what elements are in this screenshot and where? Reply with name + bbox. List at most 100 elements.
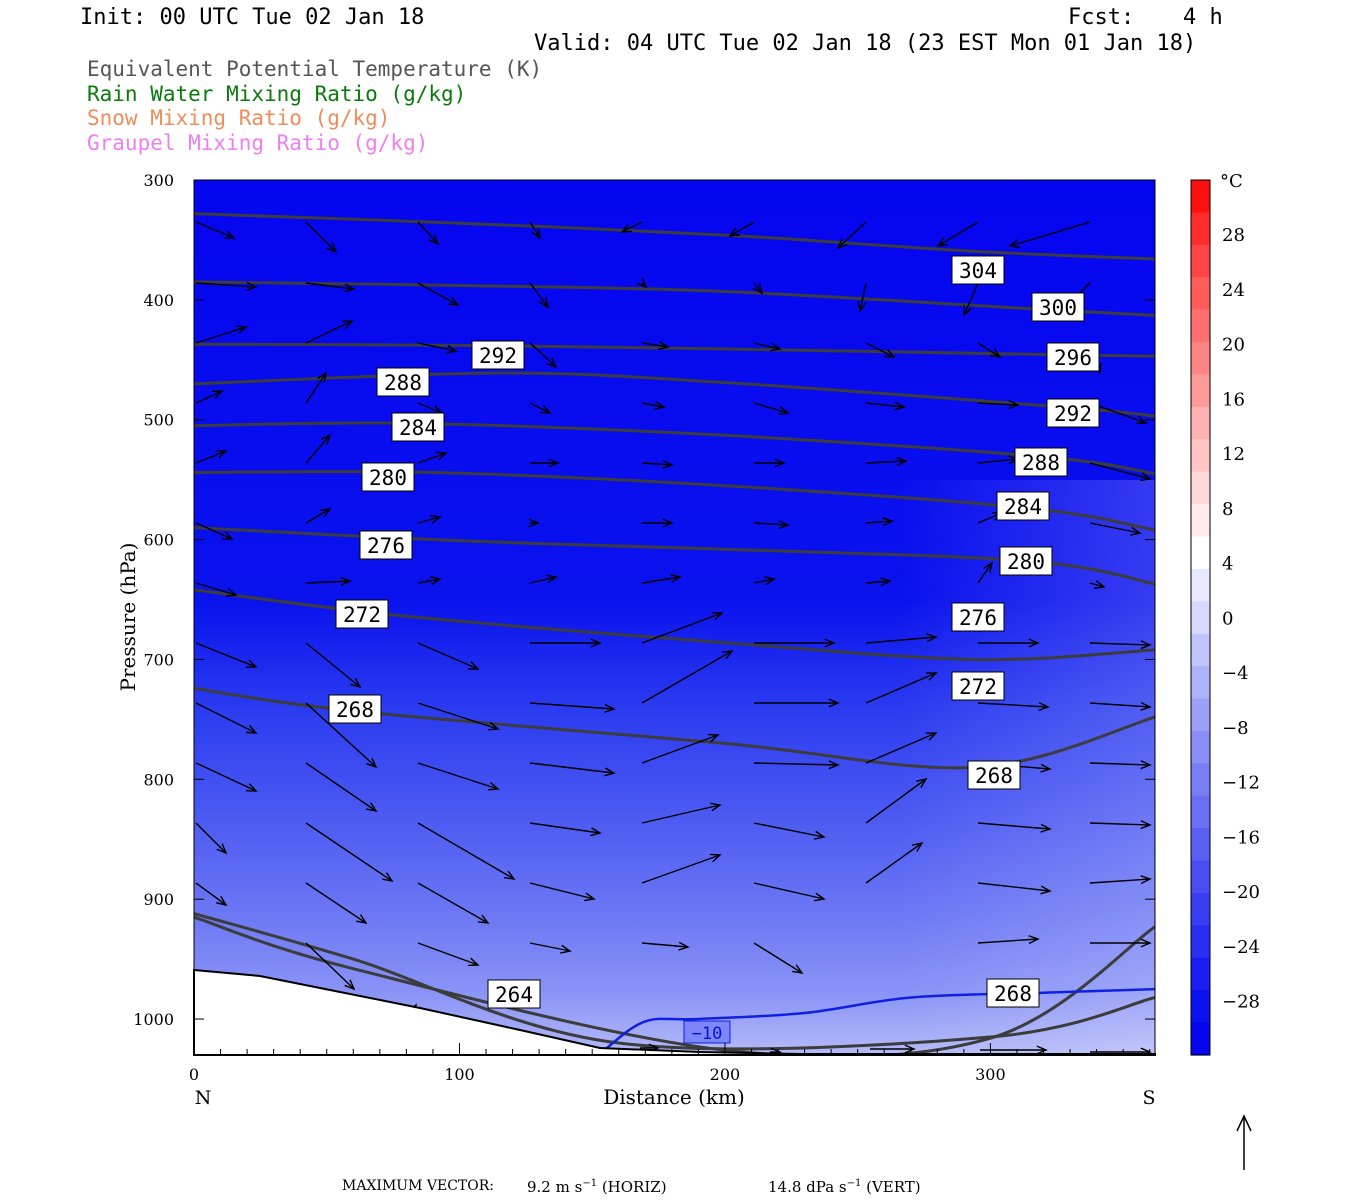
wind-vector [641, 459, 674, 469]
svg-text:292: 292 [479, 344, 517, 368]
svg-text:288: 288 [1022, 451, 1060, 475]
wind-vector [195, 762, 258, 792]
colorbar-label: 28 [1222, 225, 1245, 246]
wind-vector [836, 221, 867, 250]
wind-vector [529, 702, 616, 713]
svg-text:284: 284 [399, 416, 437, 440]
max-vector-label: MAXIMUM VECTOR: [342, 1178, 494, 1194]
wind-vector [529, 574, 558, 584]
wind-vector [865, 777, 928, 824]
wind-vector [529, 342, 558, 369]
wind-vector [195, 450, 228, 464]
wind-vector [305, 702, 378, 769]
colorbar-segment [1191, 406, 1210, 440]
colorbar-label: 4 [1222, 554, 1233, 575]
wind-vector [753, 942, 804, 974]
svg-text:300: 300 [1039, 296, 1077, 320]
cross-section-chart: 3043002962922922882882842842802802762762… [116, 171, 1260, 1170]
wind-vector [963, 282, 979, 317]
colorbar-segment [1191, 244, 1210, 278]
svg-text:268: 268 [994, 982, 1032, 1006]
wind-vector [754, 698, 840, 708]
wind-vector [977, 882, 1052, 895]
wind-vector [936, 221, 979, 247]
wind-vector [1008, 221, 1091, 248]
contour-label: 280 [999, 546, 1053, 576]
wind-vector [728, 221, 755, 237]
colorbar-segment [1191, 212, 1210, 246]
colorbar-label: −28 [1222, 992, 1260, 1013]
colorbar-label: 16 [1222, 389, 1245, 410]
wind-vector [305, 882, 368, 924]
colorbar-segment [1191, 536, 1210, 570]
wind-vector [753, 342, 782, 352]
wind-vector [529, 221, 541, 240]
y-tick-label: 500 [143, 411, 174, 430]
isotherm-minus10 [604, 987, 1155, 1051]
wind-vector [1089, 522, 1142, 536]
contour-label: 280 [361, 462, 415, 492]
wind-vector [865, 841, 924, 884]
wind-vector [620, 221, 643, 233]
wind-vector [870, 1044, 916, 1054]
wind-vector [1089, 640, 1152, 650]
wind-vector [529, 822, 602, 837]
wind-vector [977, 342, 1002, 358]
wind-vector [417, 342, 458, 354]
colorbar-label: −4 [1222, 663, 1249, 684]
isotherm-label: −10 [683, 1020, 731, 1044]
svg-text:276: 276 [367, 534, 405, 558]
colorbar-segment [1191, 439, 1210, 473]
theta-e-contour [194, 588, 1155, 662]
wind-vector [752, 282, 764, 295]
wind-vector [305, 371, 327, 404]
max-vector-horiz: 9.2 m s−1 (HORIZ) [527, 1178, 667, 1196]
wind-vector [977, 822, 1052, 833]
colorbar-segment [1191, 1022, 1210, 1056]
horiz-suffix: (HORIZ) [597, 1178, 667, 1196]
colorbar-label: 0 [1222, 608, 1233, 629]
wind-vector [195, 822, 228, 855]
colorbar-label: 20 [1222, 335, 1245, 356]
wind-vector [977, 701, 1050, 712]
wind-vector [417, 514, 442, 524]
contour-label: 304 [951, 255, 1005, 285]
wind-vector [417, 642, 480, 670]
svg-text:280: 280 [1007, 550, 1045, 574]
legend-graupel: Graupel Mixing Ratio (g/kg) [87, 131, 429, 155]
y-axis-label: Pressure (hPa) [116, 543, 140, 692]
contour-label: 272 [335, 599, 389, 629]
colorbar-segment [1191, 990, 1210, 1024]
contour-label: 276 [359, 530, 413, 560]
y-tick-label: 300 [143, 171, 174, 190]
wind-vector [754, 458, 786, 468]
wind-vector [753, 519, 790, 530]
colorbar-segment [1191, 277, 1210, 311]
colorbar-label: −20 [1222, 882, 1260, 903]
wind-vector [865, 633, 938, 644]
wind-vector [1089, 462, 1152, 482]
wind-vector [1089, 580, 1106, 589]
colorbar-segment [1191, 828, 1210, 862]
wind-vector [305, 508, 332, 524]
init-time: Init: 00 UTC Tue 02 Jan 18 [80, 5, 425, 30]
wind-vector [753, 402, 790, 415]
wind-vector [980, 1045, 1048, 1055]
colorbar-segment [1191, 568, 1210, 602]
colorbar-label: 24 [1222, 280, 1245, 301]
wind-vector [417, 882, 490, 924]
wind-vector [977, 400, 1020, 410]
colorbar-segment [1191, 601, 1210, 635]
colorbar-label: −12 [1222, 773, 1260, 794]
forecast-value: 4 h [1183, 5, 1223, 30]
x-tick-label: 0 [189, 1065, 199, 1084]
wind-vector [754, 638, 836, 648]
wind-vector [1089, 820, 1152, 830]
colorbar-segment [1191, 666, 1210, 700]
wind-vector [305, 282, 356, 293]
colorbar-label: −24 [1222, 937, 1260, 958]
wind-vector [195, 390, 224, 404]
wind-vector [195, 702, 258, 734]
colorbar-segment [1191, 471, 1210, 505]
wind-vector [417, 702, 500, 731]
